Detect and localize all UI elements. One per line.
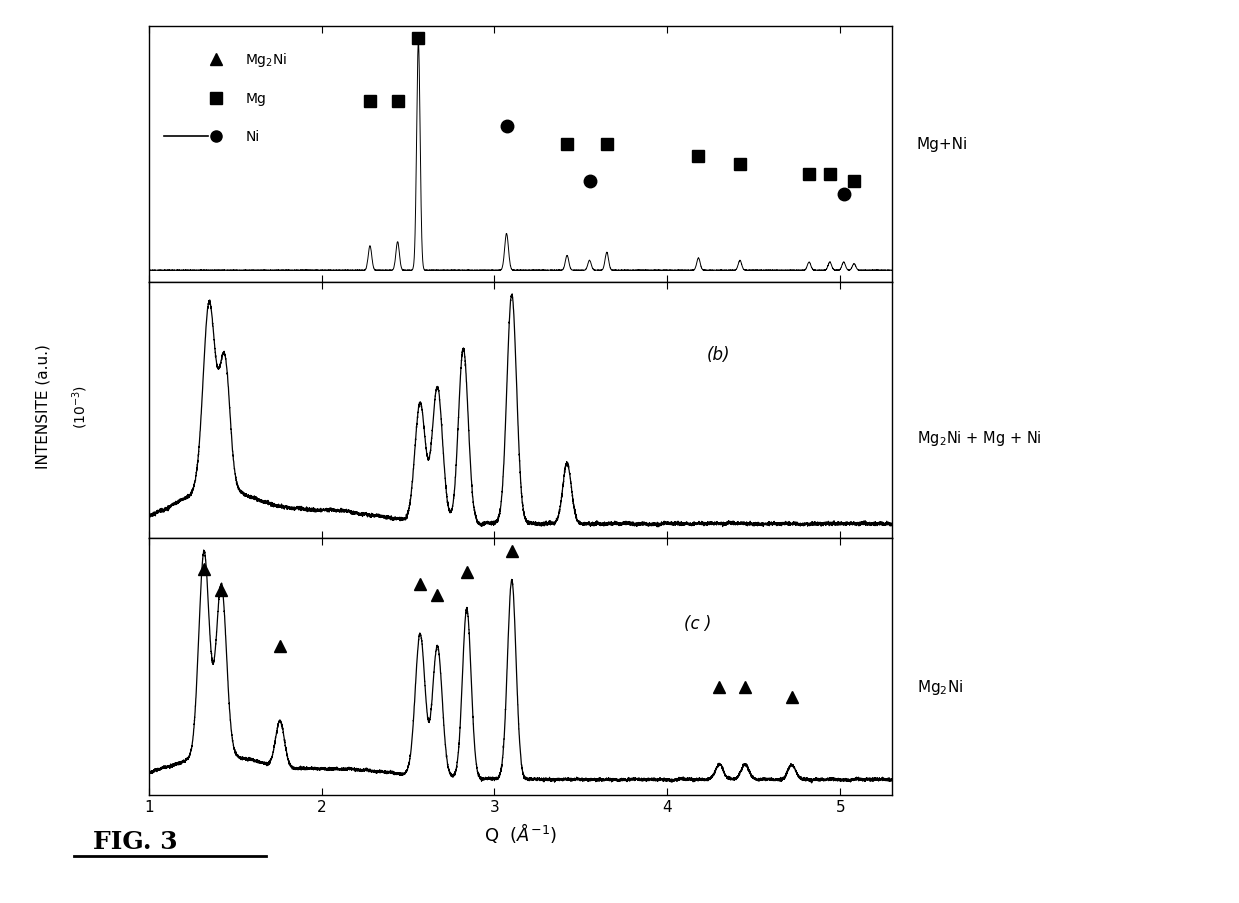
Text: Ni: Ni bbox=[245, 130, 260, 144]
Text: (b): (b) bbox=[706, 346, 730, 364]
Text: INTENSITE (a.u.): INTENSITE (a.u.) bbox=[36, 344, 51, 469]
Text: Mg$_2$Ni: Mg$_2$Ni bbox=[245, 51, 287, 70]
X-axis label: Q  $(\AA^{-1})$: Q $(\AA^{-1})$ bbox=[483, 820, 558, 844]
Text: $(10^{-3})$: $(10^{-3})$ bbox=[71, 385, 90, 428]
Text: Mg+Ni: Mg+Ni bbox=[917, 137, 968, 152]
Text: Mg$_2$Ni: Mg$_2$Ni bbox=[917, 676, 964, 696]
Text: (c ): (c ) bbox=[684, 614, 711, 632]
Text: Mg: Mg bbox=[245, 92, 266, 106]
Text: Mg$_2$Ni + Mg + Ni: Mg$_2$Ni + Mg + Ni bbox=[917, 428, 1042, 448]
Text: FIG. 3: FIG. 3 bbox=[93, 829, 177, 853]
